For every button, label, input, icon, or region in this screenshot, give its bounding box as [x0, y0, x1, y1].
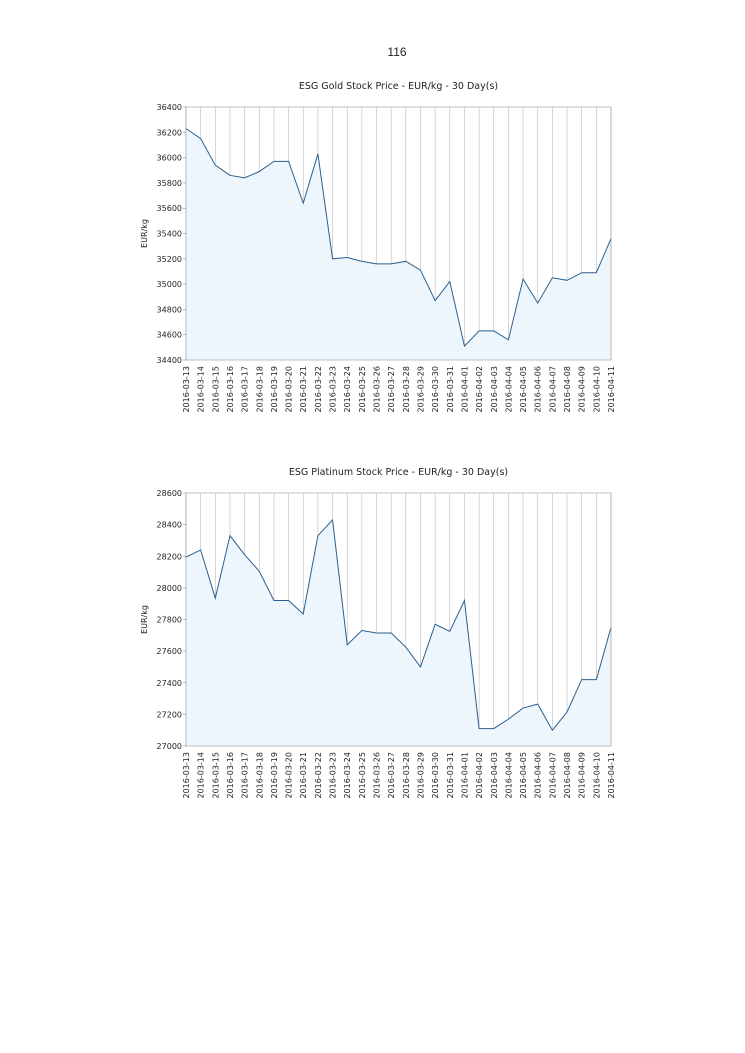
- chart-title: ESG Gold Stock Price - EUR/kg - 30 Day(s…: [299, 81, 498, 92]
- y-tick-label: 27600: [157, 647, 182, 656]
- chart-title: ESG Platinum Stock Price - EUR/kg - 30 D…: [289, 467, 508, 478]
- x-tick-label: 2016-04-06: [534, 752, 543, 799]
- x-tick-label: 2016-04-09: [578, 752, 587, 799]
- plot-frame: [185, 106, 612, 361]
- x-tick-label: 2016-03-18: [255, 366, 264, 413]
- x-tick-label: 2016-04-04: [504, 366, 513, 413]
- y-tick-label: 28200: [157, 552, 182, 561]
- y-tick-label: 27800: [157, 616, 182, 625]
- x-tick-label: 2016-04-10: [592, 752, 601, 799]
- x-tick-label: 2016-03-28: [402, 752, 411, 799]
- x-tick-label: 2016-03-26: [373, 366, 382, 413]
- x-tick-label: 2016-03-27: [387, 366, 396, 413]
- x-tick-label: 2016-04-05: [519, 752, 528, 799]
- x-tick-label: 2016-03-15: [211, 366, 220, 413]
- x-tick-label: 2016-03-30: [431, 752, 440, 799]
- y-tick-label: 28600: [157, 489, 182, 498]
- x-tick-label: 2016-03-22: [314, 752, 323, 799]
- x-tick-label: 2016-04-03: [490, 366, 499, 413]
- x-tick-label: 2016-03-19: [270, 366, 279, 413]
- x-tick-label: 2016-03-20: [285, 752, 294, 799]
- x-tick-label: 2016-03-30: [431, 366, 440, 413]
- y-tick-label: 36400: [157, 103, 182, 112]
- y-axis-label: EUR/kg: [140, 605, 149, 634]
- area: [186, 128, 611, 360]
- x-tick-label: 2016-04-02: [475, 366, 484, 413]
- y-tick-label: 36000: [157, 154, 182, 163]
- x-tick-label: 2016-04-01: [460, 366, 469, 413]
- x-tick-label: 2016-03-19: [270, 752, 279, 799]
- y-tick-label: 36200: [157, 128, 182, 137]
- x-tick-label: 2016-04-11: [607, 752, 616, 799]
- x-tick-label: 2016-03-22: [314, 366, 323, 413]
- page-number: 116: [387, 45, 406, 59]
- y-axis-label: EUR/kg: [140, 219, 149, 248]
- x-tick-label: 2016-04-11: [607, 366, 616, 413]
- x-tick-label: 2016-03-25: [358, 366, 367, 413]
- x-tick-label: 2016-04-07: [548, 752, 557, 799]
- y-tick-label: 27200: [157, 710, 182, 719]
- x-tick-label: 2016-03-17: [241, 752, 250, 799]
- x-tick-label: 2016-03-17: [241, 366, 250, 413]
- y-tick-label: 28400: [157, 521, 182, 530]
- x-tick-label: 2016-04-03: [490, 752, 499, 799]
- x-tick-label: 2016-03-27: [387, 752, 396, 799]
- y-tick-label: 35600: [157, 204, 182, 213]
- y-tick-label: 27400: [157, 679, 182, 688]
- line: [185, 128, 612, 348]
- x-tick-label: 2016-03-24: [343, 366, 352, 413]
- x-tick-label: 2016-04-10: [592, 366, 601, 413]
- x-tick-label: 2016-04-08: [563, 752, 572, 799]
- x-tick-label: 2016-03-13: [182, 366, 191, 413]
- x-tick-label: 2016-03-20: [285, 366, 294, 413]
- x-tick-label: 2016-04-02: [475, 752, 484, 799]
- x-tick-label: 2016-03-16: [226, 366, 235, 413]
- x-tick-label: 2016-03-13: [182, 752, 191, 799]
- x-tick-label: 2016-04-09: [578, 366, 587, 413]
- x-tick-label: 2016-03-15: [211, 752, 220, 799]
- x-tick-label: 2016-03-29: [416, 366, 425, 413]
- y-tick-label: 35800: [157, 179, 182, 188]
- y-tick-label: 35000: [157, 280, 182, 289]
- x-tick-label: 2016-03-14: [197, 752, 206, 799]
- x-tick-label: 2016-04-05: [519, 366, 528, 413]
- x-tick-label: 2016-03-21: [299, 366, 308, 413]
- x-tick-label: 2016-03-28: [402, 366, 411, 413]
- y-tick-label: 27000: [157, 742, 182, 751]
- y-tick-label: 34600: [157, 331, 182, 340]
- x-tick-label: 2016-04-01: [460, 752, 469, 799]
- x-tick-label: 2016-04-07: [548, 366, 557, 413]
- y-tick-label: 35400: [157, 230, 182, 239]
- x-tick-label: 2016-03-31: [446, 366, 455, 413]
- x-tick-label: 2016-03-23: [329, 752, 338, 799]
- x-tick-label: 2016-03-25: [358, 752, 367, 799]
- x-tick-label: 2016-04-08: [563, 366, 572, 413]
- x-tick-label: 2016-03-24: [343, 752, 352, 799]
- plot-frame: [185, 492, 612, 747]
- y-tick-label: 35200: [157, 255, 182, 264]
- x-tick-label: 2016-03-31: [446, 752, 455, 799]
- x-tick-label: 2016-03-21: [299, 752, 308, 799]
- x-tick-label: 2016-03-23: [329, 366, 338, 413]
- y-tick-label: 28000: [157, 584, 182, 593]
- y-tick-label: 34400: [157, 356, 182, 365]
- x-tick-label: 2016-04-06: [534, 366, 543, 413]
- x-tick-label: 2016-04-04: [504, 752, 513, 799]
- x-tick-label: 2016-03-16: [226, 752, 235, 799]
- x-tick-label: 2016-03-14: [197, 366, 206, 413]
- x-tick-label: 2016-03-18: [255, 752, 264, 799]
- y-tick-label: 34800: [157, 305, 182, 314]
- area: [186, 519, 611, 746]
- line: [185, 518, 612, 732]
- x-tick-label: 2016-03-26: [373, 752, 382, 799]
- x-tick-label: 2016-03-29: [416, 752, 425, 799]
